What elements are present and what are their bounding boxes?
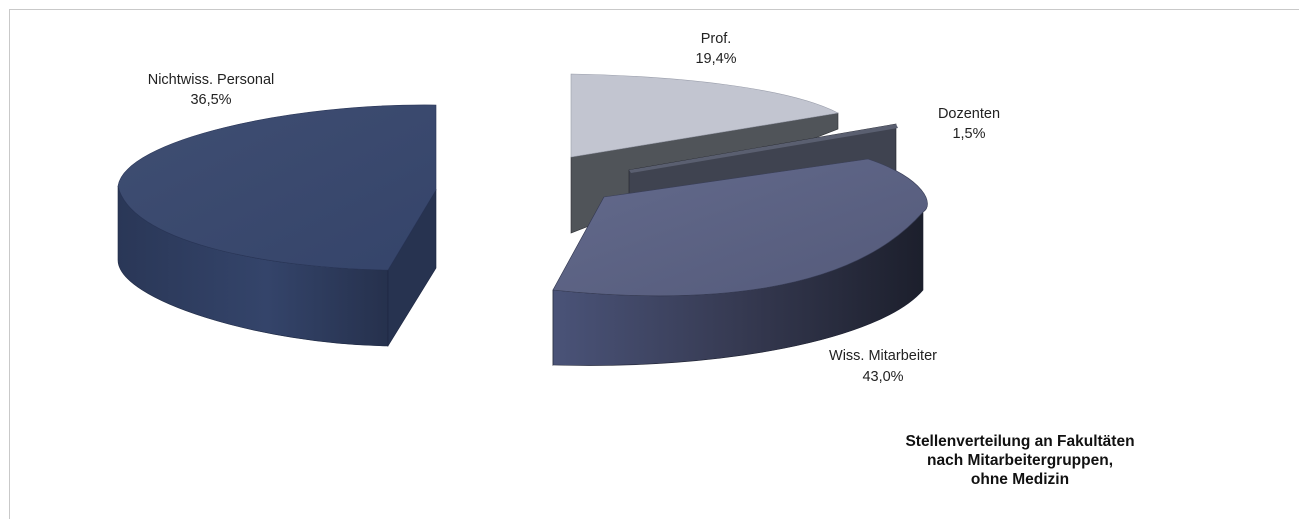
- label-wiss-mitarbeiter-name: Wiss. Mitarbeiter: [829, 348, 937, 364]
- chart-title-line-2: nach Mitarbeitergruppen,: [926, 452, 1114, 469]
- label-dozenten-value: 1,5%: [952, 126, 985, 142]
- slice-dozenten-top: [629, 124, 898, 173]
- slice-nichtwiss-personal-top: [117, 104, 437, 271]
- label-nichtwiss-personal-name: Nichtwiss. Personal: [148, 72, 275, 88]
- label-nichtwiss-personal-value: 36,5%: [190, 92, 231, 108]
- chart-title-line-3: ohne Medizin: [970, 471, 1070, 488]
- label-dozenten-name: Dozenten: [938, 106, 1000, 122]
- chart-title: Stellenverteilung an Fakultäten nach Mit…: [880, 432, 1160, 489]
- slice-nichtwiss-personal: [117, 104, 437, 348]
- chart-frame: [9, 9, 1299, 519]
- slice-wiss-mitarbeiter: [552, 158, 928, 367]
- slice-prof-top: [570, 73, 839, 158]
- slice-wiss-mitarbeiter-top: [552, 158, 928, 297]
- label-wiss-mitarbeiter-value: 43,0%: [862, 369, 903, 385]
- chart-title-line-1: Stellenverteilung an Fakultäten: [905, 433, 1135, 450]
- label-prof-value: 19,4%: [695, 51, 736, 67]
- label-prof-name: Prof.: [701, 31, 732, 47]
